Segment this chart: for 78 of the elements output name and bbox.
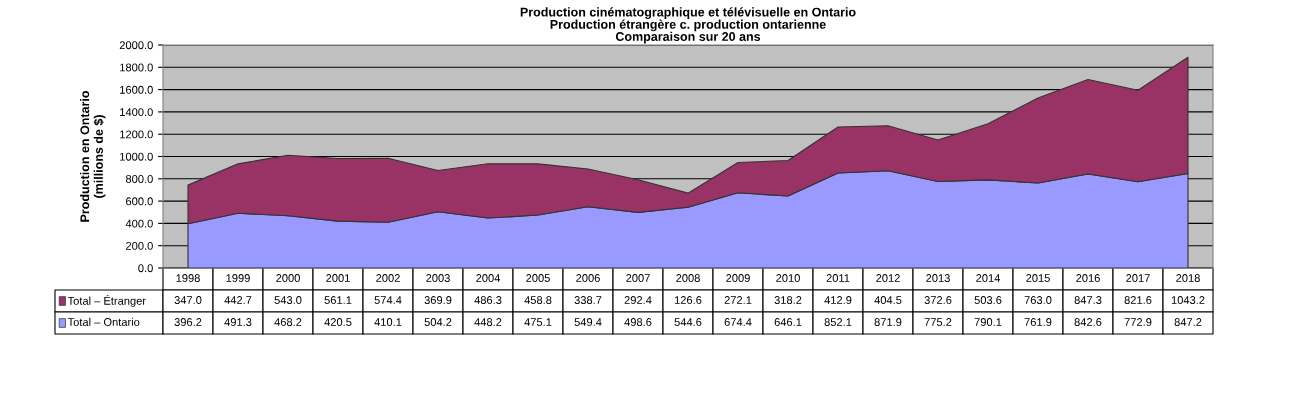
x-tick-label: 2013 xyxy=(926,274,950,282)
data-label: 1043.2 xyxy=(1171,296,1205,304)
x-tick-label: 2002 xyxy=(376,274,400,282)
y-tick-label: 800.0 xyxy=(125,175,153,183)
data-label: 498.6 xyxy=(624,318,652,326)
x-tick-label: 2011 xyxy=(826,274,850,282)
y-tick-label: 400.0 xyxy=(125,219,153,228)
x-tick-label: 2006 xyxy=(576,274,600,282)
y-tick-label: 0.0 xyxy=(138,264,153,273)
data-label: 821.6 xyxy=(1124,296,1152,304)
data-label: 790.1 xyxy=(974,318,1002,326)
data-label: 561.1 xyxy=(324,296,352,304)
data-label: 338.7 xyxy=(574,296,602,304)
x-tick-label: 2008 xyxy=(676,274,700,282)
y-tick-label: 1200.0 xyxy=(120,130,153,139)
data-label: 772.9 xyxy=(1124,318,1152,326)
data-label: 404.5 xyxy=(874,296,902,304)
y-tick-label: 1600.0 xyxy=(120,85,153,94)
data-label: 442.7 xyxy=(224,296,252,304)
data-label: 420.5 xyxy=(324,318,352,326)
data-label: 475.1 xyxy=(524,318,552,326)
data-label: 871.9 xyxy=(874,318,902,326)
data-label: 544.6 xyxy=(674,318,702,326)
y-tick-label: 1800.0 xyxy=(120,63,153,72)
x-tick-label: 2007 xyxy=(626,274,650,282)
x-tick-label: 2009 xyxy=(726,274,750,282)
x-tick-label: 2014 xyxy=(976,274,1001,282)
y-tick-label: 1000.0 xyxy=(120,152,153,161)
x-tick-label: 2010 xyxy=(776,274,800,282)
x-tick-label: 2015 xyxy=(1026,274,1050,282)
x-tick-label: 2004 xyxy=(476,274,501,282)
data-label: 396.2 xyxy=(174,318,202,326)
data-label: 674.4 xyxy=(724,318,752,326)
data-label: 852.1 xyxy=(824,318,852,326)
legend-label: Total – Étranger xyxy=(67,295,146,307)
x-tick-label: 2018 xyxy=(1176,274,1200,282)
x-tick-label: 2016 xyxy=(1076,274,1100,282)
data-label: 763.0 xyxy=(1024,296,1052,304)
y-axis-title: Production en Ontario (millions de $) xyxy=(80,91,106,222)
data-label: 448.2 xyxy=(474,318,502,326)
data-label: 847.3 xyxy=(1074,296,1102,304)
x-tick-label: 2005 xyxy=(526,274,550,282)
data-label: 369.9 xyxy=(424,296,452,304)
data-label: 318.2 xyxy=(774,296,802,304)
data-label: 504.2 xyxy=(424,318,452,326)
data-label: 842.6 xyxy=(1074,318,1102,326)
chart-title: Production cinématographique et télévisuelle en Ontario Production étrangère c. production ontarienne Comparaison sur 20 ans xyxy=(520,7,856,44)
data-label: 486.3 xyxy=(474,296,502,304)
data-label: 372.6 xyxy=(924,296,952,304)
data-label: 549.4 xyxy=(574,318,602,326)
data-label: 292.4 xyxy=(624,296,652,304)
y-tick-label: 200.0 xyxy=(126,241,153,250)
data-label: 761.9 xyxy=(1024,318,1052,326)
legend-label: Total – Ontario xyxy=(67,317,140,326)
data-label: 543.0 xyxy=(274,296,302,304)
data-label: 412.9 xyxy=(824,296,852,304)
data-label: 574.4 xyxy=(374,296,402,304)
x-tick-label: 2017 xyxy=(1126,274,1150,282)
x-tick-label: 2001 xyxy=(326,274,350,282)
data-label: 468.2 xyxy=(274,318,302,326)
y-tick-label: 2000.0 xyxy=(119,41,153,50)
data-label: 410.1 xyxy=(374,318,402,326)
data-label: 503.6 xyxy=(974,296,1002,304)
data-label: 126.6 xyxy=(674,296,702,304)
data-label: 775.2 xyxy=(924,318,952,326)
data-label: 491.3 xyxy=(224,318,252,326)
data-label: 646.1 xyxy=(774,318,802,326)
x-tick-label: 2012 xyxy=(876,274,900,282)
x-tick-label: 1999 xyxy=(226,274,250,282)
x-tick-label: 2000 xyxy=(276,274,300,282)
data-label: 458.8 xyxy=(524,296,552,304)
x-tick-label: 1998 xyxy=(176,274,200,282)
y-tick-label: 600.0 xyxy=(126,197,153,206)
data-label: 347.0 xyxy=(174,296,202,304)
x-tick-label: 2003 xyxy=(426,274,450,282)
data-label: 272.1 xyxy=(724,296,752,304)
data-label: 847.2 xyxy=(1174,318,1202,326)
y-tick-label: 1400.0 xyxy=(120,108,153,117)
